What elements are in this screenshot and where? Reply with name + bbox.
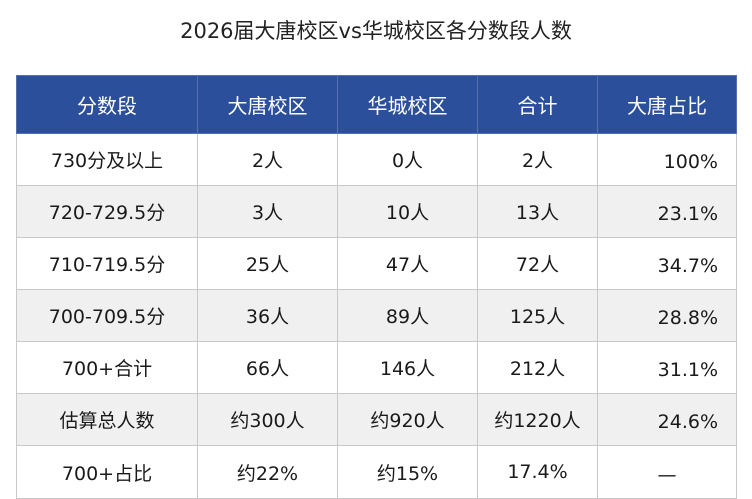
cell-score-band: 710-719.5分 xyxy=(16,237,198,290)
cell-huacheng: 10人 xyxy=(337,185,478,238)
cell-total: 212人 xyxy=(477,341,598,394)
cell-huacheng: 47人 xyxy=(337,237,478,290)
table-row: 700+合计 66人 146人 212人 31.1% xyxy=(16,341,737,394)
header-score-band: 分数段 xyxy=(16,75,198,134)
cell-score-band: 估算总人数 xyxy=(16,393,198,446)
header-datang-campus: 大唐校区 xyxy=(197,75,338,134)
cell-datang-share: 31.1% xyxy=(597,341,737,394)
table-row: 720-729.5分 3人 10人 13人 23.1% xyxy=(16,185,737,238)
cell-datang: 约300人 xyxy=(197,393,338,446)
cell-total: 72人 xyxy=(477,237,598,290)
cell-score-band: 700-709.5分 xyxy=(16,289,198,342)
cell-huacheng: 约15% xyxy=(337,445,478,499)
cell-datang-share: 34.7% xyxy=(597,237,737,290)
cell-datang: 3人 xyxy=(197,185,338,238)
cell-datang: 2人 xyxy=(197,133,338,186)
cell-score-band: 720-729.5分 xyxy=(16,185,198,238)
cell-huacheng: 约920人 xyxy=(337,393,478,446)
table-row: 710-719.5分 25人 47人 72人 34.7% xyxy=(16,237,737,290)
cell-datang-share: — xyxy=(597,445,737,499)
table-header-row: 分数段 大唐校区 华城校区 合计 大唐占比 xyxy=(16,75,737,134)
cell-total: 约1220人 xyxy=(477,393,598,446)
cell-score-band: 700+合计 xyxy=(16,341,198,394)
cell-total: 13人 xyxy=(477,185,598,238)
cell-datang: 25人 xyxy=(197,237,338,290)
cell-datang-share: 23.1% xyxy=(597,185,737,238)
cell-datang-share: 28.8% xyxy=(597,289,737,342)
table-row: 估算总人数 约300人 约920人 约1220人 24.6% xyxy=(16,393,737,446)
cell-datang: 66人 xyxy=(197,341,338,394)
table-row: 700+占比 约22% 约15% 17.4% — xyxy=(16,445,737,499)
cell-score-band: 730分及以上 xyxy=(16,133,198,186)
table-row: 730分及以上 2人 0人 2人 100% xyxy=(16,133,737,186)
header-huacheng-campus: 华城校区 xyxy=(337,75,478,134)
cell-score-band: 700+占比 xyxy=(16,445,198,499)
cell-huacheng: 89人 xyxy=(337,289,478,342)
cell-huacheng: 0人 xyxy=(337,133,478,186)
cell-datang: 约22% xyxy=(197,445,338,499)
cell-datang: 36人 xyxy=(197,289,338,342)
header-total: 合计 xyxy=(477,75,598,134)
cell-total: 125人 xyxy=(477,289,598,342)
cell-datang-share: 24.6% xyxy=(597,393,737,446)
table-row: 700-709.5分 36人 89人 125人 28.8% xyxy=(16,289,737,342)
score-table: 分数段 大唐校区 华城校区 合计 大唐占比 730分及以上 2人 0人 2人 1… xyxy=(16,75,737,499)
header-datang-share: 大唐占比 xyxy=(597,75,737,134)
cell-total: 2人 xyxy=(477,133,598,186)
cell-datang-share: 100% xyxy=(597,133,737,186)
cell-total: 17.4% xyxy=(477,445,598,499)
cell-huacheng: 146人 xyxy=(337,341,478,394)
page-title: 2026届大唐校区vs华城校区各分数段人数 xyxy=(180,19,572,43)
